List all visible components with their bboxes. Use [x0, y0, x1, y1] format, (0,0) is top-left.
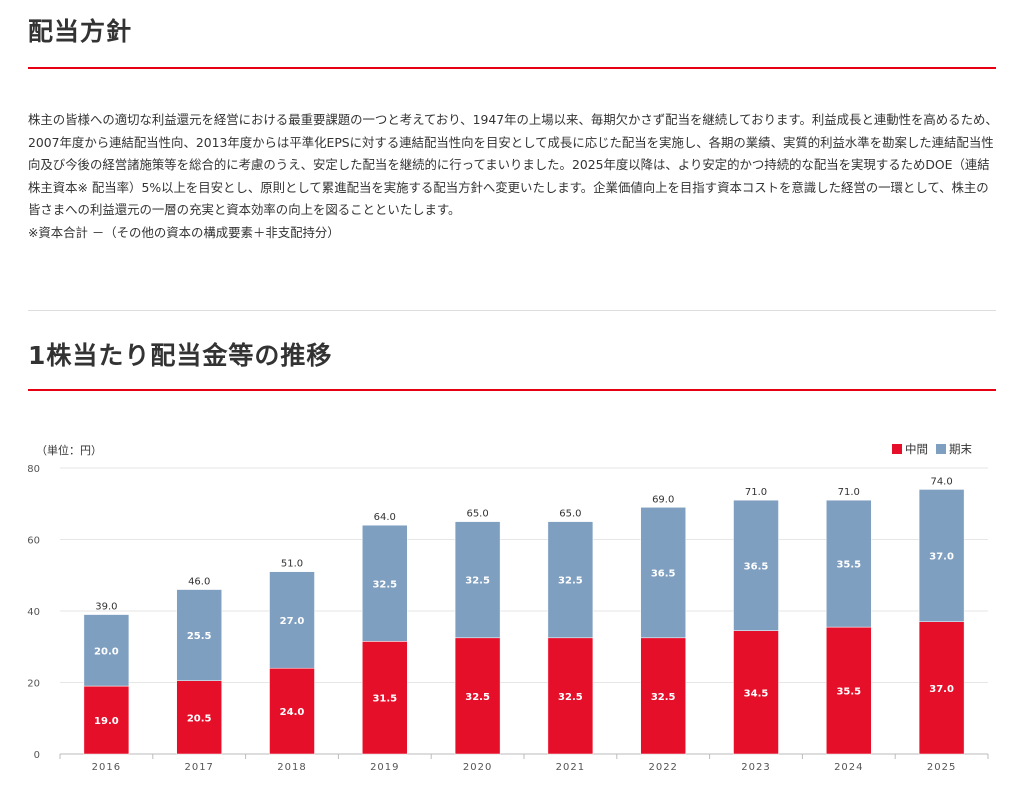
total-label: 64.0 [374, 512, 396, 523]
x-tick-label: 2023 [741, 762, 770, 773]
bar-year-end [547, 521, 594, 639]
data-label-interim: 31.5 [372, 694, 397, 705]
dividend-trend-heading: 1株当たり配当金等の推移 [28, 341, 333, 370]
total-label: 69.0 [652, 494, 674, 505]
data-label-year-end: 36.5 [651, 569, 676, 580]
dividend-trend-heading-underline [28, 389, 996, 391]
x-tick-label: 2022 [648, 762, 677, 773]
x-tick-label: 2025 [927, 762, 956, 773]
data-label-year-end: 37.0 [929, 552, 954, 563]
x-tick-label: 2016 [92, 762, 121, 773]
data-label-interim: 24.0 [280, 707, 305, 718]
total-label: 39.0 [95, 602, 117, 613]
bar-interim [176, 680, 222, 755]
data-label-interim: 32.5 [651, 692, 676, 703]
legend-label-year-end: 期末 [949, 442, 972, 456]
data-label-year-end: 32.5 [558, 576, 583, 587]
total-label: 71.0 [745, 487, 767, 498]
bar-year-end [454, 521, 501, 639]
total-label: 74.0 [930, 476, 952, 487]
data-label-interim: 32.5 [558, 692, 583, 703]
bar-interim [547, 637, 594, 755]
total-label: 71.0 [838, 487, 860, 498]
bar-year-end [269, 571, 315, 669]
bar-interim [918, 621, 965, 755]
x-tick-label: 2020 [463, 762, 492, 773]
data-label-interim: 20.5 [187, 713, 212, 724]
bar-year-end [176, 589, 222, 681]
legend-item-year-end: 期末 [936, 441, 972, 457]
total-label: 46.0 [188, 577, 210, 588]
data-label-year-end: 32.5 [372, 579, 397, 590]
x-tick-label: 2021 [556, 762, 585, 773]
bar-year-end [640, 507, 686, 639]
data-label-year-end: 32.5 [465, 576, 490, 587]
chart-svg: 0 20 40 60 80 19.0 20.0 39.0 2016 20.5 25.5 46.0 201… [27, 464, 989, 773]
policy-paragraph: 株主の皆様への適切な利益還元を経営における最重要課題の一つと考えており、1947… [28, 112, 998, 217]
bar-year-end [83, 614, 130, 687]
dividend-chart: （単位：円） 中間 期末 0 20 40 60 80 19.0 20.0 39.0 2016 20… [0, 430, 1024, 804]
x-tick-label: 2017 [184, 762, 213, 773]
x-tick-label: 2018 [277, 762, 306, 773]
y-tick-label: 20 [27, 679, 40, 690]
policy-heading-underline [28, 67, 996, 69]
data-label-interim: 19.0 [94, 716, 119, 727]
total-label: 65.0 [559, 509, 581, 520]
policy-text: 株主の皆様への適切な利益還元を経営における最重要課題の一つと考えており、1947… [28, 109, 1000, 244]
legend-item-interim: 中間 [892, 441, 928, 457]
chart-unit-label: （単位：円） [36, 444, 102, 457]
policy-heading: 配当方針 [28, 17, 133, 46]
data-label-year-end: 27.0 [280, 616, 305, 627]
y-tick-label: 0 [34, 750, 40, 761]
y-tick-label: 80 [27, 464, 40, 475]
bar-interim [640, 637, 686, 755]
data-label-year-end: 20.0 [94, 646, 119, 657]
data-label-interim: 37.0 [929, 684, 954, 695]
bar-year-end [362, 524, 408, 642]
bar-year-end [826, 499, 872, 628]
section-divider [28, 310, 996, 311]
data-label-interim: 34.5 [744, 688, 769, 699]
legend-swatch-interim [892, 444, 902, 454]
y-tick-label: 40 [27, 607, 40, 618]
data-label-interim: 35.5 [836, 687, 861, 698]
legend-swatch-year-end [936, 444, 946, 454]
bar-interim [362, 641, 408, 755]
policy-footnote: ※資本合計 －（その他の資本の構成要素＋非支配持分） [28, 224, 340, 240]
bar-interim [733, 630, 779, 755]
bar-year-end [918, 489, 965, 622]
total-label: 51.0 [281, 559, 303, 570]
data-label-year-end: 25.5 [187, 631, 212, 642]
bar-interim [83, 685, 130, 755]
x-tick-label: 2024 [834, 762, 863, 773]
data-label-year-end: 36.5 [744, 561, 769, 572]
chart-legend: 中間 期末 [892, 441, 972, 457]
data-label-interim: 32.5 [465, 692, 490, 703]
legend-label-interim: 中間 [905, 442, 928, 456]
y-tick-label: 60 [27, 536, 40, 547]
total-label: 65.0 [466, 509, 488, 520]
data-label-year-end: 35.5 [836, 560, 861, 571]
x-tick-label: 2019 [370, 762, 399, 773]
bar-interim [269, 667, 315, 755]
bar-year-end [733, 499, 779, 631]
